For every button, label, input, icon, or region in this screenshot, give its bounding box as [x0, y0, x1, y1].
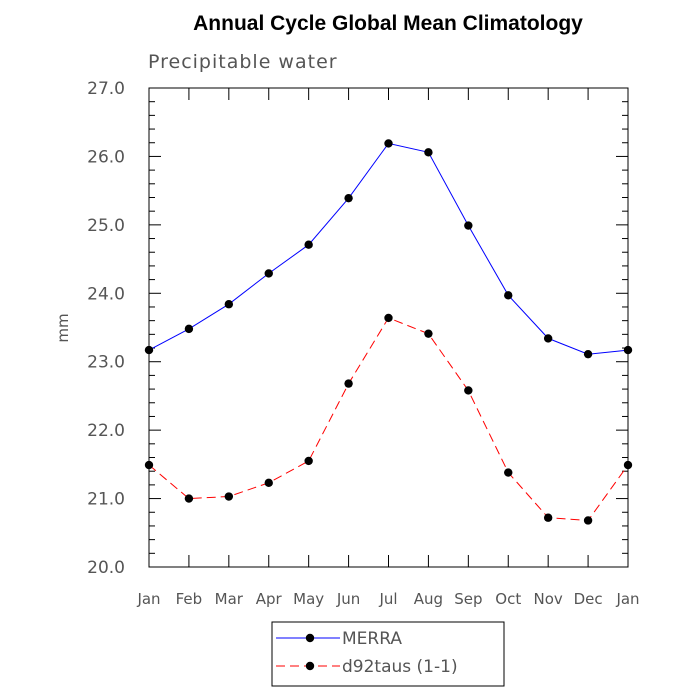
x-tick-label: Jan: [136, 590, 160, 608]
series-layer: [144, 139, 633, 525]
data-point: [264, 269, 273, 278]
y-tick-label: 24.0: [87, 284, 125, 304]
data-point: [504, 468, 513, 477]
x-tick-label: Jul: [378, 590, 397, 608]
legend-marker: [305, 661, 315, 671]
y-tick-labels: 20.0 21.0 22.0 23.0 24.0 25.0 26.0 27.0: [87, 79, 125, 578]
x-tick-label: Jan: [615, 590, 639, 608]
data-point: [344, 193, 353, 203]
data-point: [384, 139, 393, 148]
x-tick-label: Oct: [495, 590, 521, 608]
legend-marker: [305, 633, 315, 643]
data-point: [424, 148, 433, 157]
legend-label: d92taus (1-1): [342, 657, 458, 677]
data-point: [264, 478, 273, 488]
plot-frame: [148, 87, 629, 568]
x-tick-label: Jun: [336, 590, 360, 608]
legend-label: MERRA: [342, 629, 402, 649]
data-point: [543, 513, 553, 522]
y-tick-label: 22.0: [87, 421, 125, 441]
series-2: [144, 313, 633, 525]
y-tick-label: 27.0: [87, 79, 125, 99]
y-tick-label: 26.0: [87, 147, 125, 167]
x-tick-label: Dec: [574, 590, 603, 608]
data-point: [344, 379, 353, 388]
data-point: [384, 313, 393, 323]
x-tick-label: Feb: [176, 590, 203, 608]
x-tick-label: May: [293, 590, 324, 608]
x-tick-labels: Jan Feb Mar Apr May Jun Jul Aug Sep Oct Nov Dec Jan: [136, 590, 639, 608]
x-tick-label: Nov: [534, 590, 563, 608]
data-point: [184, 324, 194, 334]
series-line: [148, 142, 629, 355]
y-tick-label: 21.0: [87, 490, 125, 510]
x-tick-label: Mar: [215, 590, 244, 608]
y-axis-label: mm: [54, 313, 72, 342]
y-tick-label: 20.0: [87, 558, 125, 578]
axis-ticks: [148, 87, 629, 568]
chart-subtitle: Precipitable water: [148, 51, 338, 73]
legend-item: MERRA: [276, 629, 402, 649]
data-point: [464, 386, 473, 395]
data-point: [224, 492, 234, 501]
series-1: [144, 139, 633, 359]
series-line: [148, 317, 629, 522]
legend-box: [271, 621, 505, 687]
data-point: [583, 516, 593, 525]
data-point: [304, 240, 313, 249]
y-tick-label: 25.0: [87, 216, 125, 236]
x-tick-label: Aug: [414, 590, 443, 608]
data-point: [424, 329, 433, 338]
legend: MERRA d92taus (1-1): [271, 621, 505, 687]
data-point: [184, 494, 194, 503]
y-tick-label: 23.0: [87, 353, 125, 373]
data-point: [304, 456, 313, 466]
data-point: [583, 349, 593, 359]
chart-title: Annual Cycle Global Mean Climatology: [193, 12, 583, 35]
data-point: [543, 334, 553, 343]
x-tick-label: Apr: [256, 590, 283, 608]
data-point: [504, 291, 513, 300]
x-tick-label: Sep: [454, 590, 482, 608]
data-point: [224, 300, 234, 309]
legend-item: d92taus (1-1): [276, 657, 458, 677]
data-point: [464, 221, 473, 230]
